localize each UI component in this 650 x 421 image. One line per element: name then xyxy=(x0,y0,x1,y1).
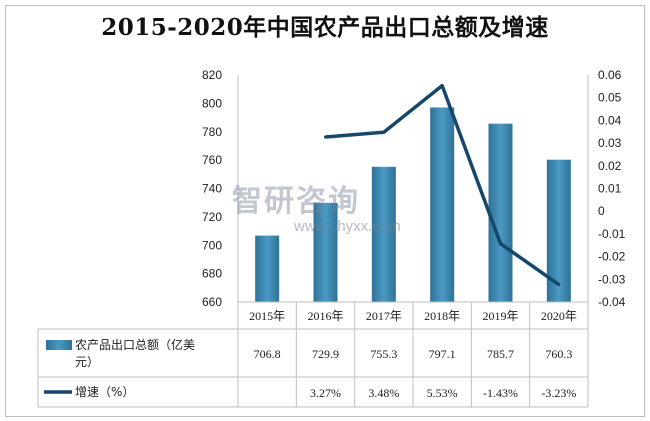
y-right-tick-label: -0.03 xyxy=(598,272,626,286)
bar xyxy=(255,235,280,302)
growth-point xyxy=(499,242,502,246)
data-label: -3.23% xyxy=(541,386,576,400)
y-right-tick-label: -0.04 xyxy=(598,295,626,309)
chart-title: 2015-2020年中国农产品出口总额及增速 xyxy=(101,14,549,41)
y-left-tick-label: 700 xyxy=(202,238,222,252)
y-left-tick-label: 760 xyxy=(202,153,222,167)
data-label: 3.27% xyxy=(310,386,341,400)
x-tick-label: 2018年 xyxy=(424,309,460,323)
x-tick-label: 2016年 xyxy=(307,309,343,323)
y-left-tick-label: 660 xyxy=(202,295,222,309)
bar xyxy=(430,107,455,302)
y-right-tick-label: 0.03 xyxy=(598,136,622,150)
bar xyxy=(371,166,396,302)
data-label: 5.53% xyxy=(427,386,458,400)
x-tick-label: 2019年 xyxy=(482,309,518,323)
y-right-tick-label: 0.01 xyxy=(598,182,622,196)
y-right-tick-label: 0.06 xyxy=(598,68,622,82)
y-right-tick-label: 0.05 xyxy=(598,91,622,105)
data-label: 760.3 xyxy=(545,347,572,361)
x-tick-label: 2017年 xyxy=(366,309,402,323)
bar xyxy=(313,202,338,302)
growth-point xyxy=(557,283,561,287)
data-label: 3.48% xyxy=(368,386,399,400)
y-left-tick-label: 720 xyxy=(202,210,222,224)
bar xyxy=(488,123,513,303)
data-label: -1.43% xyxy=(483,386,518,400)
y-right-tick-label: 0 xyxy=(598,204,605,218)
x-tick-label: 2020年 xyxy=(541,309,577,323)
y-right-tick-label: 0.04 xyxy=(598,113,622,127)
data-label: 755.3 xyxy=(370,347,397,361)
y-right-tick-label: -0.01 xyxy=(598,227,626,241)
y-left-tick-label: 820 xyxy=(202,68,222,82)
legend-bar-key xyxy=(46,340,72,350)
data-label: 706.8 xyxy=(254,347,281,361)
growth-point xyxy=(382,130,386,134)
y-right-tick-label: 0.02 xyxy=(598,159,622,173)
y-left-tick-label: 780 xyxy=(202,125,222,139)
data-label: 797.1 xyxy=(429,347,456,361)
legend-label: 农产品出口总额（亿美 xyxy=(75,337,195,352)
legend-label: 增速（%） xyxy=(75,385,134,399)
data-label: 785.7 xyxy=(487,347,514,361)
growth-point xyxy=(324,135,327,139)
data-label: 729.9 xyxy=(312,347,339,361)
y-right-tick-label: -0.02 xyxy=(598,250,626,264)
y-left-tick-label: 680 xyxy=(202,267,222,281)
growth-point xyxy=(440,84,444,88)
y-left-tick-label: 740 xyxy=(202,182,222,196)
legend-label: 元） xyxy=(75,355,99,369)
x-tick-label: 2015年 xyxy=(249,309,285,323)
y-left-tick-label: 800 xyxy=(202,96,222,110)
